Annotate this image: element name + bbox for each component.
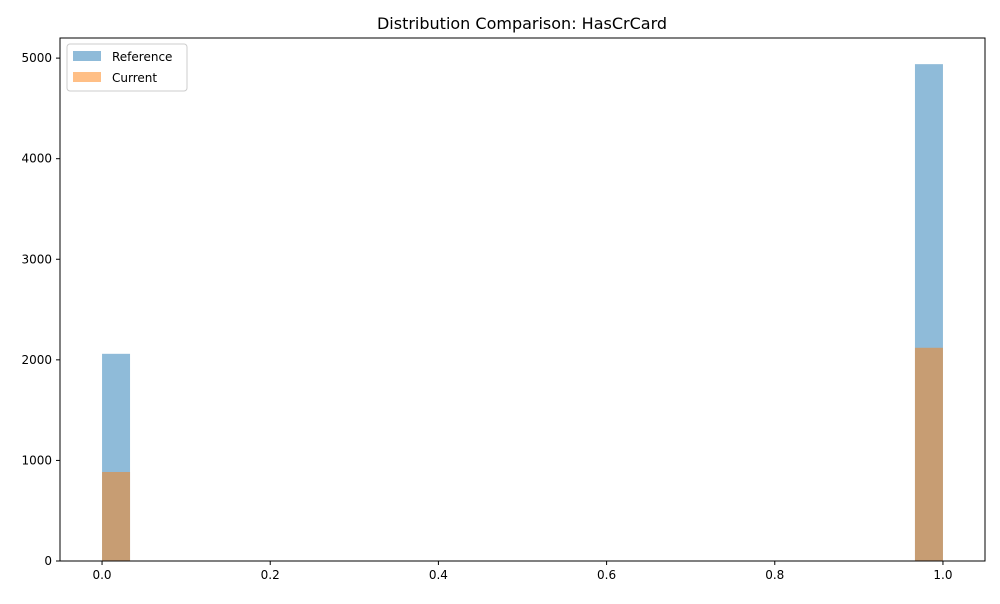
y-tick-label: 0 <box>44 554 52 568</box>
legend-label-reference: Reference <box>112 50 172 64</box>
chart-title: Distribution Comparison: HasCrCard <box>377 14 667 33</box>
legend-swatch-reference <box>73 51 101 61</box>
legend-label-current: Current <box>112 71 157 85</box>
y-tick-label: 3000 <box>21 252 52 266</box>
x-tick-label: 1.0 <box>933 568 952 582</box>
y-tick-label: 2000 <box>21 353 52 367</box>
legend-swatch-current <box>73 72 101 82</box>
x-tick-label: 0.4 <box>429 568 448 582</box>
bar-current-0 <box>102 471 131 561</box>
y-tick-label: 4000 <box>21 152 52 166</box>
axes-layer: 0.0 0.2 0.4 0.6 0.8 1.0 0 1000 2000 3000 4000 5000 <box>21 37 986 582</box>
x-tick-label: 0.6 <box>597 568 616 582</box>
x-tick-label: 0.8 <box>765 568 784 582</box>
y-tick-label: 1000 <box>21 453 52 467</box>
plot-frame <box>59 37 986 562</box>
x-tick-label: 0.2 <box>261 568 280 582</box>
bars-layer <box>102 64 943 562</box>
bar-current-1 <box>914 347 943 561</box>
x-tick-label: 0.0 <box>92 568 111 582</box>
y-tick-label: 5000 <box>21 51 52 65</box>
legend: Reference Current <box>66 43 188 92</box>
